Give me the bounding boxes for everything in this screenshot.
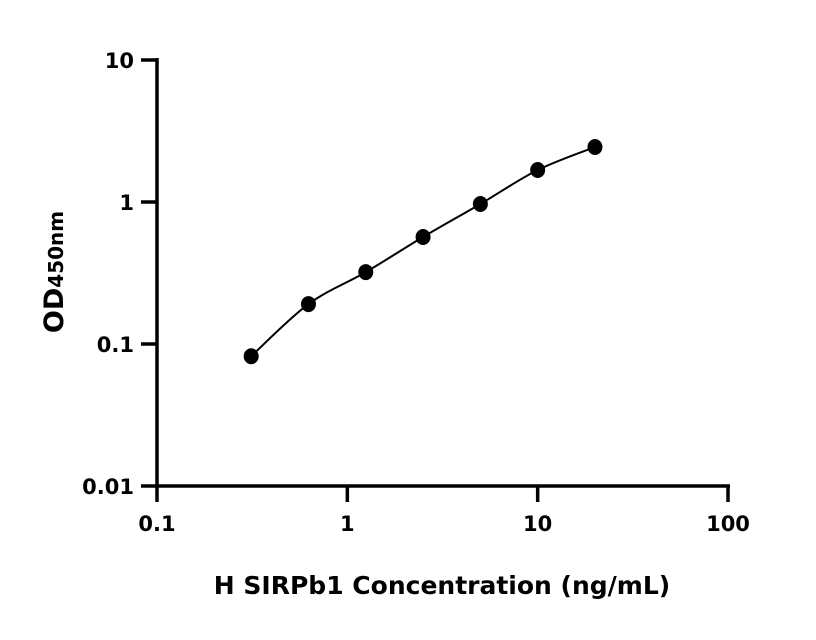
y-axis-label: OD450nm xyxy=(39,211,70,333)
y-tick-label: 1 xyxy=(119,191,134,215)
y-tick-label: 10 xyxy=(105,49,134,73)
data-point xyxy=(530,162,546,179)
x-tick-label: 10 xyxy=(523,512,552,536)
fit-curve xyxy=(250,146,596,357)
data-point xyxy=(358,264,374,281)
y-axis-label-main: OD xyxy=(39,288,70,333)
data-point xyxy=(415,228,431,245)
data-point xyxy=(243,348,259,365)
x-tick-label: 100 xyxy=(706,512,750,536)
x-tick-label: 0.1 xyxy=(138,512,175,536)
data-point xyxy=(300,296,316,313)
y-tick-label: 0.01 xyxy=(82,475,134,499)
y-axis-label-sub: 450nm xyxy=(44,211,68,288)
data-point xyxy=(472,196,488,213)
plot-area xyxy=(243,138,603,365)
y-tick-label: 0.1 xyxy=(97,333,134,357)
data-point xyxy=(587,138,603,155)
x-tick-label: 1 xyxy=(340,512,355,536)
x-axis-label: H SIRPb1 Concentration (ng/mL) xyxy=(214,571,670,600)
